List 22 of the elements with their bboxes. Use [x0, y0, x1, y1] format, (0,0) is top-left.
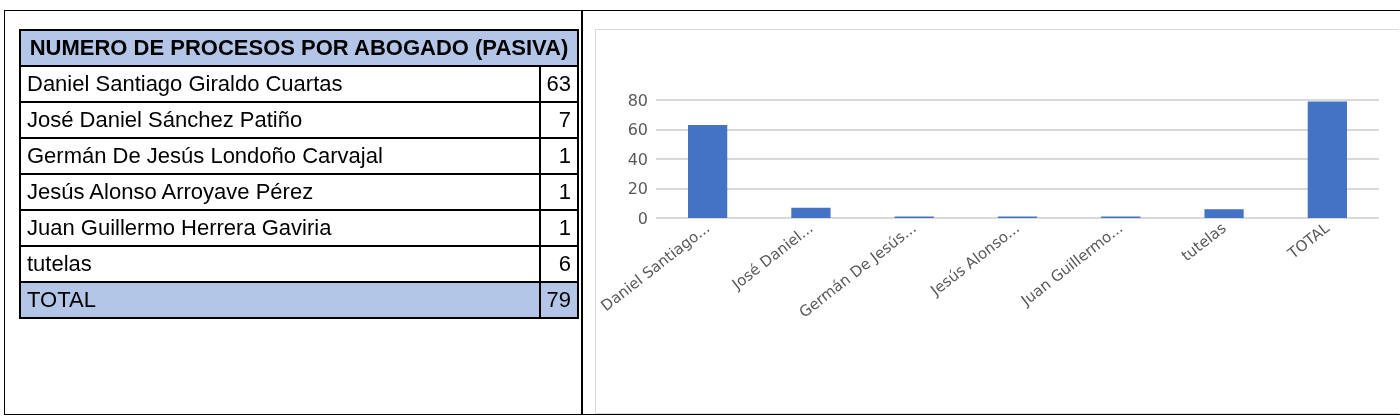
y-tick-label: 0	[637, 208, 648, 228]
category-label: Jesús Alonso Arroyave Pérez	[20, 174, 540, 210]
y-tick-label: 40	[627, 149, 648, 169]
category-label: José Daniel Sánchez Patiño	[20, 102, 540, 138]
data-label: 79	[539, 282, 578, 318]
text: NUMERO DE PROCESOS POR ABOGADO (PASIVA)	[20, 30, 578, 66]
y-tick-label: 20	[627, 179, 648, 198]
bar	[791, 207, 831, 218]
data-label: 63	[539, 66, 578, 102]
data-label: 6	[539, 246, 578, 282]
bar	[1204, 209, 1244, 218]
data-label: 1	[539, 174, 578, 210]
category-label: Daniel Santiago Giraldo Cuartas	[20, 66, 540, 102]
category-label: Germán De Jesús Londoño Carvajal	[20, 138, 540, 174]
data-label: 1	[539, 210, 578, 246]
bar	[688, 125, 728, 218]
data-label: 1	[539, 138, 578, 174]
y-tick-label: 60	[627, 120, 648, 139]
y-tick-label: 80	[627, 90, 648, 110]
category-label: Juan Guillermo Herrera Gaviria	[20, 210, 540, 246]
bar	[1307, 101, 1347, 218]
data-label: 7	[539, 102, 578, 138]
